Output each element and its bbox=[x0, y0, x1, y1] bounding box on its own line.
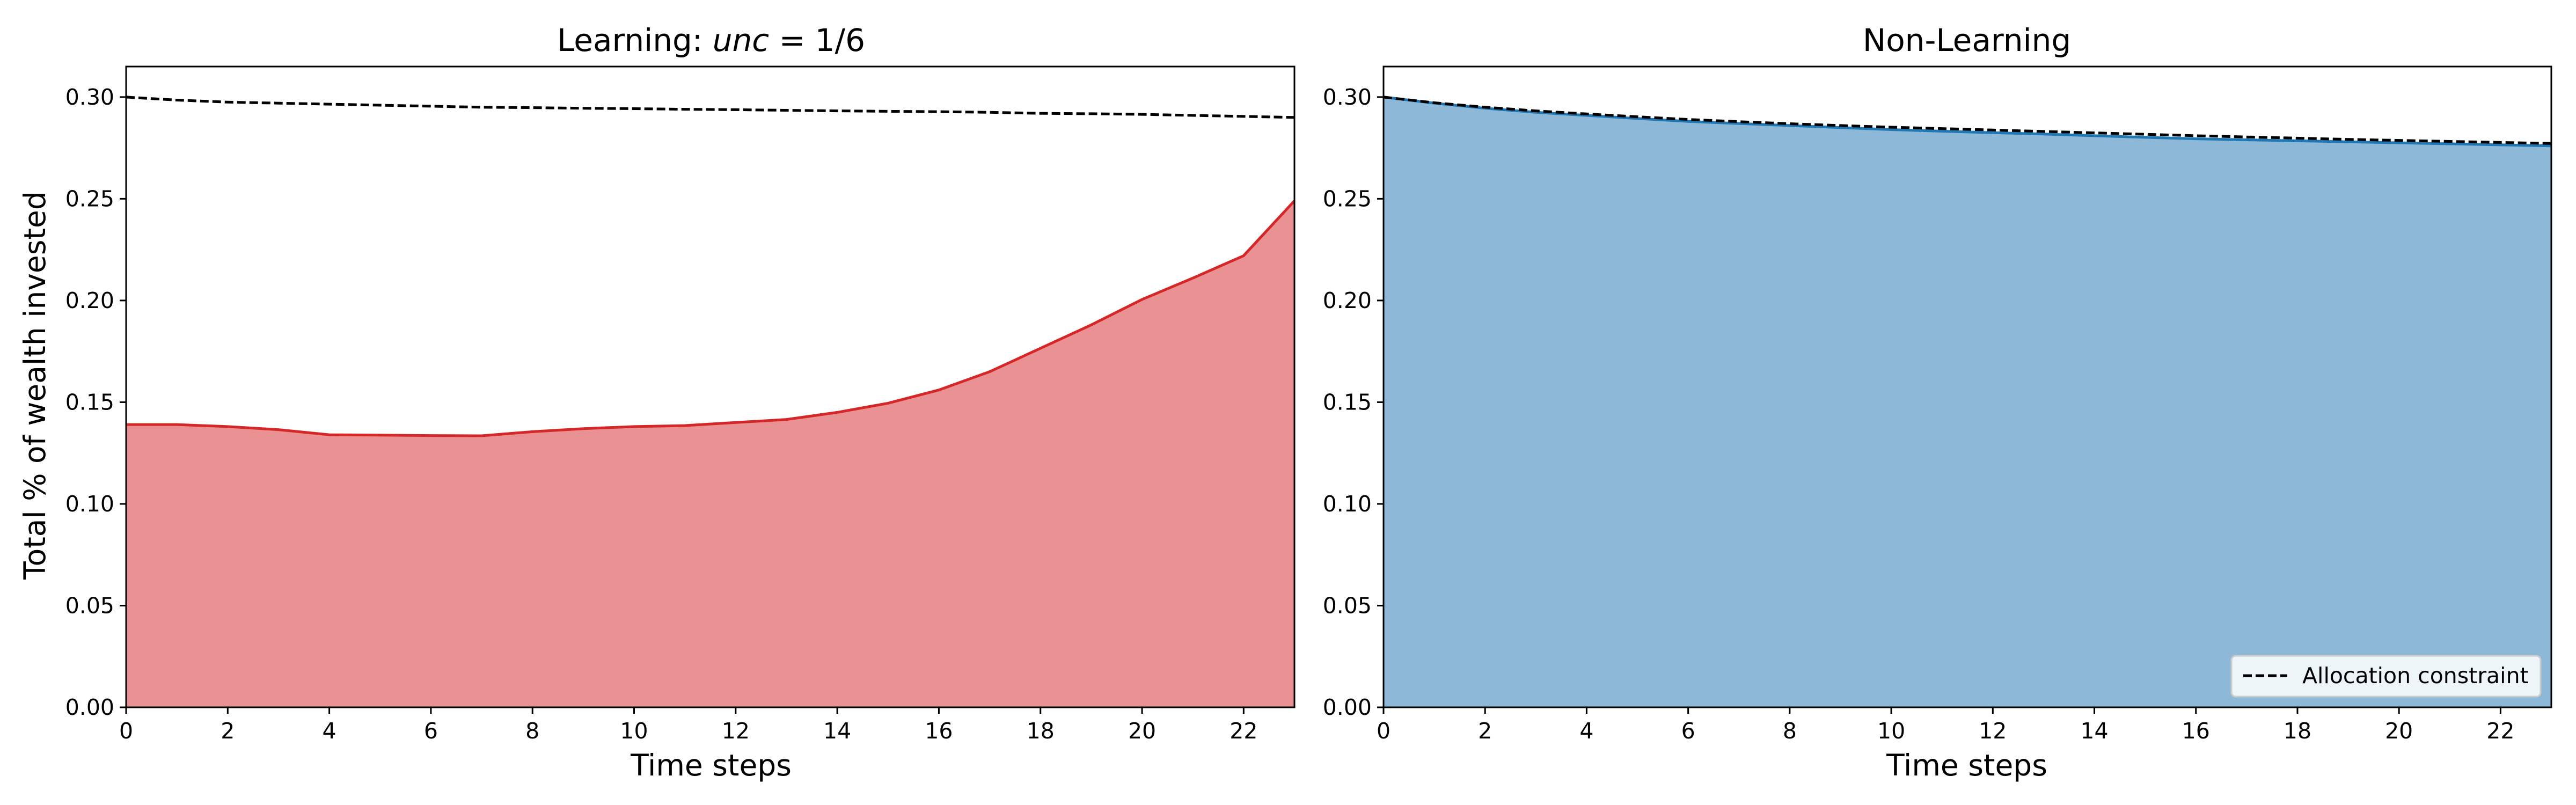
x-tick-label: 12 bbox=[722, 718, 750, 744]
x-tick-label: 0 bbox=[1377, 718, 1391, 744]
allocation-constraint-dashed-line bbox=[1383, 96, 2552, 145]
y-tick-label: 0.30 bbox=[65, 84, 114, 110]
learning-plot-area bbox=[126, 96, 1296, 707]
y-tick-label: 0.25 bbox=[65, 186, 114, 211]
legend-entry-allocation-constraint: Allocation constraint bbox=[2302, 663, 2529, 689]
legend-box bbox=[2230, 655, 2542, 698]
y-tick-label: 0.20 bbox=[65, 288, 114, 313]
learning-panel: Learning: unc = 1/6 0 2 4 6 8 10 12 14 16 18 20 220… bbox=[18, 22, 1296, 782]
series-0-line bbox=[126, 200, 1296, 437]
y-tick-label: 0.30 bbox=[1323, 84, 1372, 110]
y-tick-label: 0.20 bbox=[1323, 288, 1372, 313]
y-tick-label: 0.00 bbox=[1323, 694, 1372, 720]
x-tick-label: 18 bbox=[2284, 718, 2311, 744]
y-tick-label: 0.10 bbox=[65, 491, 114, 517]
x-tick-label: 8 bbox=[525, 718, 539, 744]
learning-y-axis-label: Total % of wealth invested bbox=[18, 191, 52, 580]
x-tick-label: 10 bbox=[620, 718, 648, 744]
learning-axes-frame bbox=[125, 65, 1296, 708]
x-tick-label: 8 bbox=[1783, 718, 1797, 744]
x-tick-label: 16 bbox=[925, 718, 953, 744]
x-tick-label: 2 bbox=[221, 718, 235, 744]
y-tick-label: 0.00 bbox=[65, 694, 114, 720]
learning-panel-title: Learning: unc = 1/6 bbox=[557, 22, 865, 58]
non-learning-panel: Non-Learning 0 2 4 6 8 10 12 14 16 18 20 22 0.00 0.05… bbox=[1323, 22, 2552, 782]
non-learning-axis-ticks: 0 2 4 6 8 10 12 14 16 18 20 22 0.00 0.05 0.10 0.15 0.20 0… bbox=[1323, 84, 2515, 744]
x-tick-label: 4 bbox=[1579, 718, 1593, 744]
x-tick-label: 10 bbox=[1877, 718, 1905, 744]
x-tick-label: 16 bbox=[2182, 718, 2210, 744]
x-tick-label: 14 bbox=[823, 718, 851, 744]
x-tick-label: 4 bbox=[323, 718, 336, 744]
learning-axis-ticks: 0 2 4 6 8 10 12 14 16 18 20 22 0.00 0.05 0.10 0.15 0.20 0… bbox=[65, 84, 1258, 744]
y-tick-label: 0.10 bbox=[1323, 491, 1372, 517]
series-0-area-fill bbox=[1384, 97, 2551, 707]
non-learning-x-axis-label: Time steps bbox=[1886, 748, 2047, 782]
x-tick-label: 14 bbox=[2080, 718, 2108, 744]
x-tick-label: 2 bbox=[1478, 718, 1492, 744]
x-tick-label: 6 bbox=[424, 718, 438, 744]
y-tick-label: 0.05 bbox=[1323, 592, 1372, 618]
y-tick-label: 0.25 bbox=[1323, 186, 1372, 211]
y-tick-label: 0.15 bbox=[65, 389, 114, 415]
series-0-line bbox=[1383, 96, 2552, 148]
y-tick-label: 0.05 bbox=[65, 592, 114, 618]
x-tick-label: 0 bbox=[119, 718, 133, 744]
learning-x-axis-label: Time steps bbox=[630, 748, 792, 782]
x-tick-label: 20 bbox=[2385, 718, 2413, 744]
legend: Allocation constraint bbox=[2230, 655, 2542, 698]
x-tick-label: 18 bbox=[1027, 718, 1055, 744]
non-learning-axes-frame bbox=[1382, 65, 2552, 708]
allocation-constraint-dashed-line bbox=[126, 96, 1295, 119]
x-tick-label: 22 bbox=[1230, 718, 1257, 744]
non-learning-plot-area bbox=[1383, 96, 2552, 707]
series-0-area-fill bbox=[126, 201, 1294, 707]
non-learning-panel-title: Non-Learning bbox=[1863, 22, 2071, 58]
x-tick-label: 20 bbox=[1128, 718, 1156, 744]
y-tick-label: 0.15 bbox=[1323, 389, 1372, 415]
x-tick-label: 6 bbox=[1681, 718, 1695, 744]
x-tick-label: 22 bbox=[2486, 718, 2514, 744]
x-tick-label: 12 bbox=[1979, 718, 2007, 744]
